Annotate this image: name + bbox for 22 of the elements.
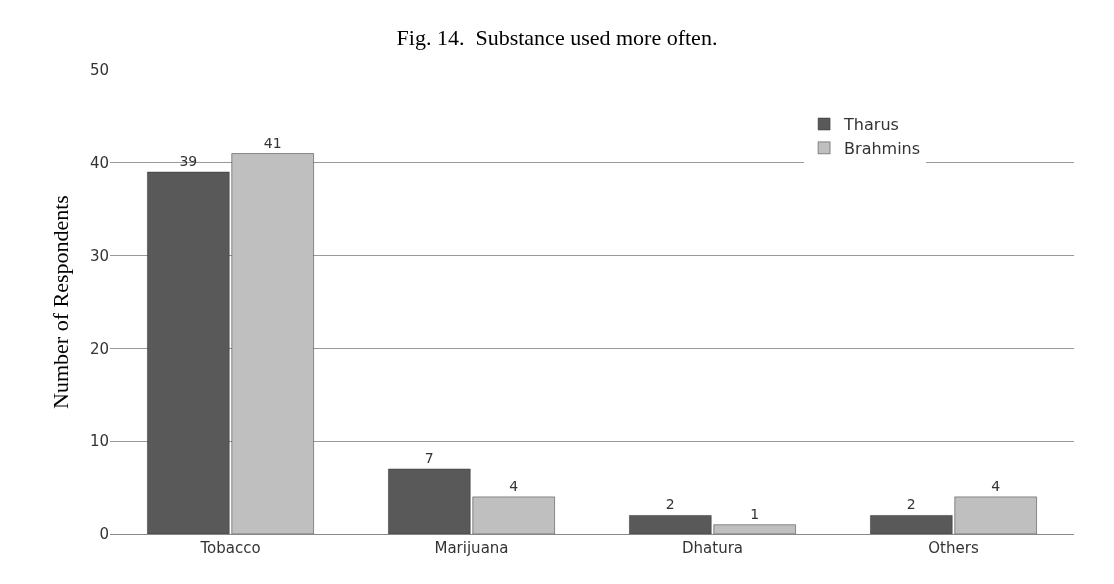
y-tick-label: 30 [89, 246, 109, 265]
y-tick-label: 0 [99, 525, 109, 544]
x-tick-label: Marijuana [434, 539, 509, 557]
data-label: 41 [263, 134, 282, 151]
y-tick-label: 40 [89, 154, 109, 173]
x-tick-label: Dhatura [682, 539, 743, 557]
data-label: 1 [750, 505, 760, 522]
chart-title: Fig. 14. Substance used more often. [396, 24, 718, 50]
x-tick-label: Others [928, 539, 979, 557]
y-tick-label: 50 [89, 61, 109, 80]
y-axis-title: Number of Respondents [47, 195, 73, 409]
y-tick-label: 10 [89, 432, 109, 451]
legend-label: Brahmins [844, 139, 921, 159]
y-tick-label: 20 [89, 339, 109, 358]
data-label: 2 [665, 496, 675, 513]
data-label: 4 [509, 477, 519, 494]
x-tick-label: Tobacco [199, 539, 261, 557]
data-label: 7 [424, 450, 434, 467]
data-label: 39 [179, 153, 198, 170]
data-label: 2 [906, 496, 916, 513]
legend-label: Tharus [843, 115, 899, 135]
data-label: 4 [991, 477, 1001, 494]
